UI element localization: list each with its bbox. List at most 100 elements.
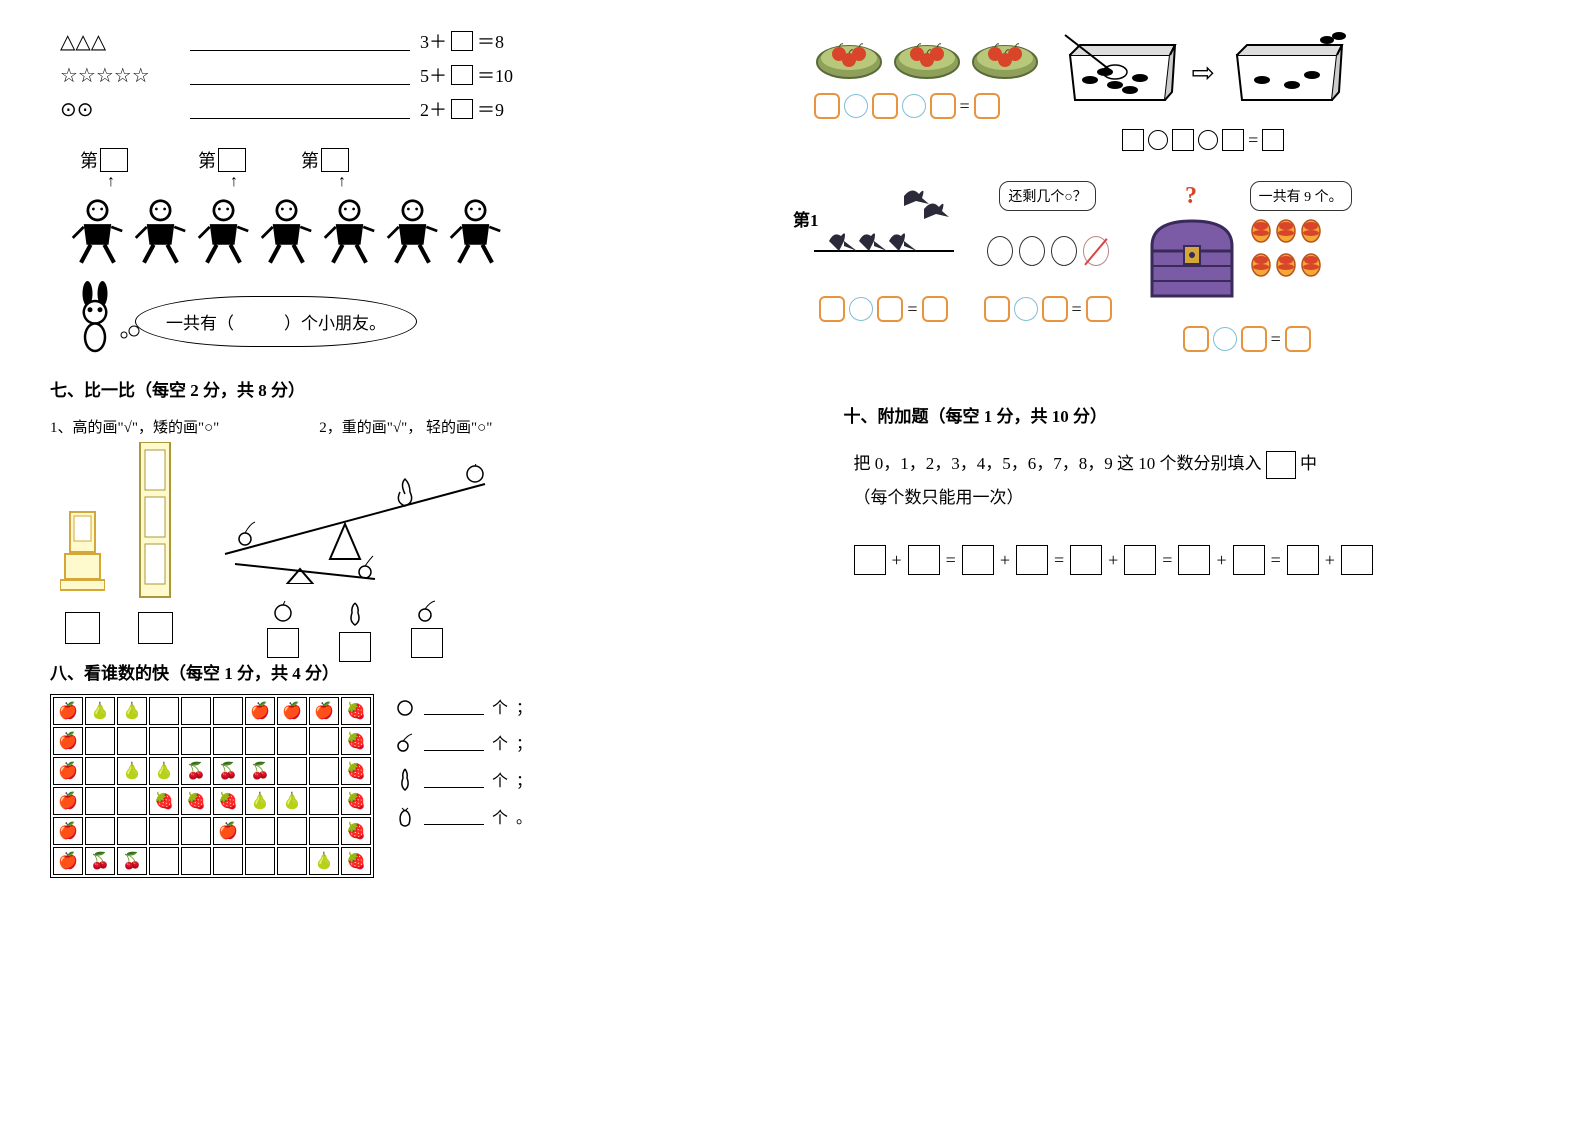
speech-tail-icon	[116, 321, 141, 341]
svg-text:?: ?	[1185, 183, 1197, 209]
ordinal-box[interactable]	[218, 148, 246, 172]
answer-box[interactable]	[1262, 129, 1284, 151]
answer-box[interactable]	[877, 296, 903, 322]
answer-line[interactable]	[424, 770, 484, 788]
answer-box[interactable]	[1341, 545, 1373, 575]
kid-icon	[385, 196, 440, 266]
answer-box[interactable]	[451, 65, 473, 85]
answer-box[interactable]	[974, 93, 1000, 119]
answer-box[interactable]	[872, 93, 898, 119]
short-object	[60, 502, 105, 644]
blank-line[interactable]	[190, 65, 410, 85]
fruit-grid: 🍎🍐🍐🍎🍎🍎🍓 🍎🍓 🍎🍐🍐🍒🍒🍒🍓 🍎🍓🍓🍓🍐🍐🍓 🍎🍎🍓 🍎🍒🍒🍐🍓	[50, 694, 374, 878]
egg-icon	[1275, 251, 1297, 282]
op-circle[interactable]	[849, 297, 873, 321]
cherry-icon	[415, 599, 439, 623]
answer-box[interactable]	[1124, 545, 1156, 575]
circle-icon	[1019, 236, 1045, 266]
op-circle[interactable]	[1014, 297, 1038, 321]
chest-problem: ? 一共有 9 个。	[1142, 181, 1352, 352]
answer-box[interactable]	[267, 628, 299, 658]
answer-box[interactable]	[1042, 296, 1068, 322]
fishtank-after-icon	[1227, 30, 1347, 115]
answer-box[interactable]	[1222, 129, 1244, 151]
answer-box[interactable]	[1172, 129, 1194, 151]
fish-equation: =	[1122, 129, 1284, 151]
op-circle[interactable]	[1148, 130, 1168, 150]
answer-line[interactable]	[424, 807, 484, 825]
answer-line[interactable]	[424, 733, 484, 751]
answer-box[interactable]	[1016, 545, 1048, 575]
circle-icon	[987, 236, 1013, 266]
circle-icon	[1051, 236, 1077, 266]
answer-box[interactable]	[854, 545, 886, 575]
eggs-group	[1250, 217, 1325, 282]
swallows-icon	[814, 181, 954, 286]
answer-box[interactable]	[819, 296, 845, 322]
answer-box[interactable]	[339, 632, 371, 662]
ordinal-box[interactable]	[100, 148, 128, 172]
plate-equation: =	[814, 93, 1040, 119]
plate-icon	[970, 30, 1040, 85]
apple-plates	[814, 30, 1040, 85]
answer-box[interactable]	[1178, 545, 1210, 575]
circles-problem: 还剩几个○？ =	[984, 181, 1112, 352]
blank-line[interactable]	[190, 99, 410, 119]
stars: ☆☆☆☆☆	[60, 63, 180, 88]
answer-box[interactable]	[411, 628, 443, 658]
shape-equations: △△△ 3＋ ＝8 ☆☆☆☆☆ 5＋ ＝10 ⊙⊙ 2＋ ＝9	[20, 28, 774, 122]
answer-box[interactable]	[1070, 545, 1102, 575]
answer-box[interactable]	[908, 545, 940, 575]
answer-box[interactable]	[1183, 326, 1209, 352]
answer-box[interactable]	[814, 93, 840, 119]
answer-box[interactable]	[65, 612, 100, 644]
answer-box[interactable]	[1241, 326, 1267, 352]
triangles: △△△	[60, 29, 180, 54]
egg-icon	[1250, 217, 1272, 248]
arrow-up-icon: ↑	[230, 173, 238, 191]
circled-dots: ⊙⊙	[60, 97, 180, 122]
q1-text: 1、高的画"√"，矮的画"○"	[50, 416, 219, 437]
ordinal-box[interactable]	[321, 148, 349, 172]
answer-box[interactable]	[922, 296, 948, 322]
answer-box[interactable]	[1287, 545, 1319, 575]
arrow-up-icon: ↑	[338, 173, 346, 191]
eq-row-2: ☆☆☆☆☆ 5＋ ＝10	[60, 62, 774, 88]
answer-box[interactable]	[1285, 326, 1311, 352]
crossed-circle-icon	[1083, 236, 1109, 266]
pear-icon	[343, 599, 367, 627]
egg-icon	[1300, 217, 1322, 248]
fishtank-with-net-icon	[1060, 30, 1180, 115]
kids-row: 第1	[70, 196, 774, 266]
kid-icon	[448, 196, 503, 266]
blank-line[interactable]	[190, 31, 410, 51]
answer-box[interactable]	[451, 31, 473, 51]
answer-box[interactable]	[1086, 296, 1112, 322]
eq-text: 3＋ ＝8	[420, 28, 504, 54]
answer-box[interactable]	[984, 296, 1010, 322]
op-circle[interactable]	[902, 94, 926, 118]
bunny-icon	[70, 281, 120, 361]
answer-box[interactable]	[930, 93, 956, 119]
answer-line[interactable]	[424, 697, 484, 715]
bonus-question: 把 0，1，2，3，4，5，6，7，8，9 这 10 个数分别填入 中 （每个数…	[854, 447, 1528, 575]
arrow-right-icon: ⇨	[1192, 56, 1215, 90]
plates-and-fish: = ⇨ =	[814, 30, 1568, 151]
op-circle[interactable]	[844, 94, 868, 118]
ordinal-labels: 第 第 第	[80, 147, 774, 173]
tall-object	[135, 442, 175, 644]
speech-bubble: 一共有（ ）个小朋友。	[135, 296, 417, 347]
plate-icon	[814, 30, 884, 85]
answer-box[interactable]	[1233, 545, 1265, 575]
section-8-title: 八、看谁数的快（每空 1 分，共 4 分）	[50, 659, 774, 684]
answer-box[interactable]	[962, 545, 994, 575]
op-circle[interactable]	[1198, 130, 1218, 150]
answer-box[interactable]	[1122, 129, 1144, 151]
question-mark-icon: ?	[1181, 181, 1203, 209]
section-10-title: 十、附加题（每空 1 分，共 10 分）	[844, 402, 1568, 427]
question-bubble: 还剩几个○？	[999, 181, 1095, 211]
op-circle[interactable]	[1213, 327, 1237, 351]
strawberry-icon	[394, 804, 416, 828]
answer-box[interactable]	[451, 99, 473, 119]
answer-box[interactable]	[138, 612, 173, 644]
